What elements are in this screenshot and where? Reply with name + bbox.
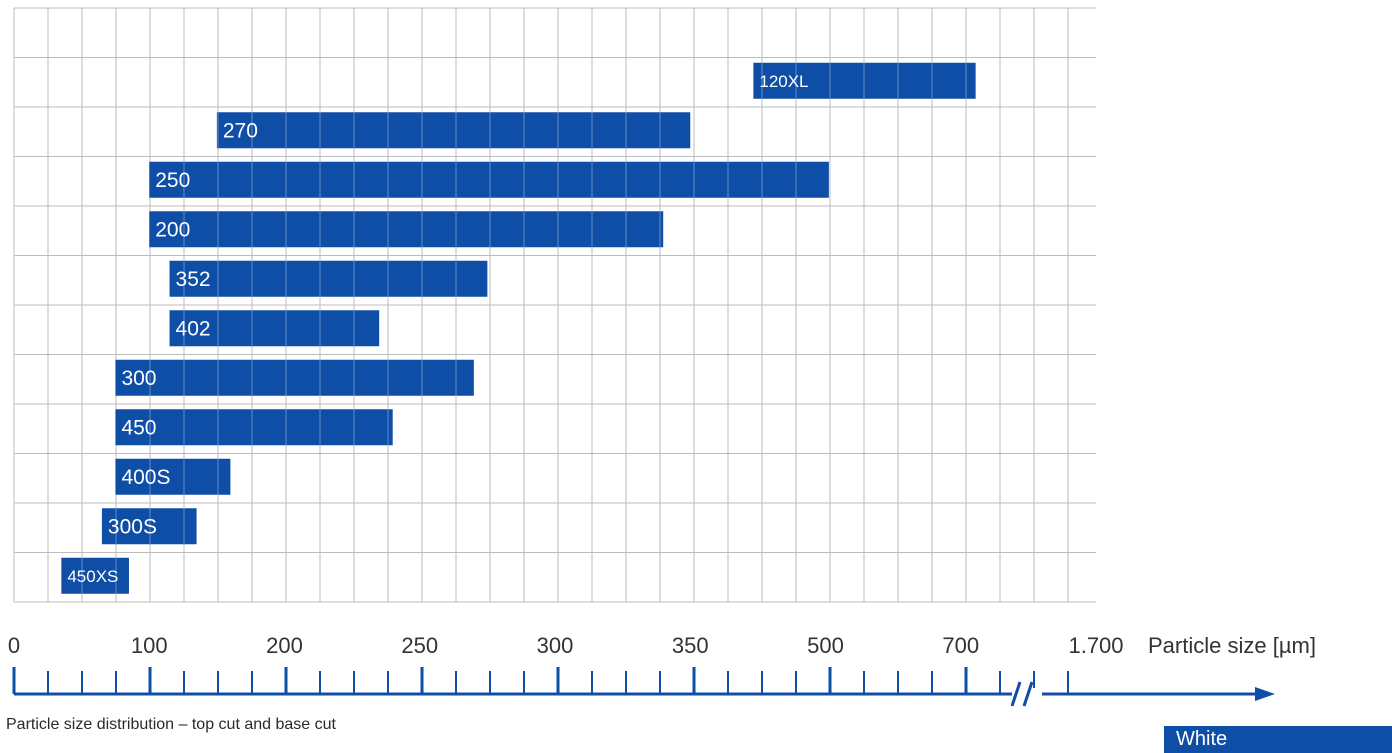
bar-label: 250 xyxy=(155,169,190,192)
bar-label: 300S xyxy=(108,515,157,538)
bar-label: 200 xyxy=(155,218,190,241)
bar-label: 352 xyxy=(176,268,211,291)
axis-break-icon xyxy=(1010,681,1022,707)
x-tick-label: 0 xyxy=(8,633,20,658)
bar xyxy=(753,62,976,99)
x-tick-label: 100 xyxy=(131,633,168,658)
x-tick-label: 250 xyxy=(401,633,438,658)
bar xyxy=(101,508,197,545)
bar xyxy=(115,458,231,495)
x-tick-label: 350 xyxy=(672,633,709,658)
bar xyxy=(115,409,393,446)
color-badge: White xyxy=(1164,726,1392,753)
x-tick-label: 500 xyxy=(807,633,844,658)
bar xyxy=(169,310,380,347)
bar xyxy=(61,557,129,594)
bar-label: 400S xyxy=(121,466,170,489)
bar-label: 120XL xyxy=(759,72,808,91)
bar xyxy=(149,211,664,248)
axis-arrow-icon xyxy=(1255,687,1275,701)
x-tick-label: 300 xyxy=(537,633,574,658)
bar-label: 450XS xyxy=(67,567,118,586)
bar-label: 270 xyxy=(223,119,258,142)
axis-break-icon xyxy=(1022,681,1034,707)
bar xyxy=(216,112,691,149)
bar xyxy=(115,359,474,396)
bar xyxy=(169,260,488,297)
x-tick-label: 700 xyxy=(942,633,979,658)
bar-label: 300 xyxy=(121,367,156,390)
bar-label: 402 xyxy=(176,317,211,340)
bar xyxy=(149,161,829,198)
x-tick-label: 1.700 xyxy=(1068,633,1123,658)
x-axis-label: Particle size [µm] xyxy=(1148,633,1316,658)
x-tick-label: 200 xyxy=(266,633,303,658)
chart-caption: Particle size distribution – top cut and… xyxy=(6,716,336,733)
bar-label: 450 xyxy=(121,416,156,439)
